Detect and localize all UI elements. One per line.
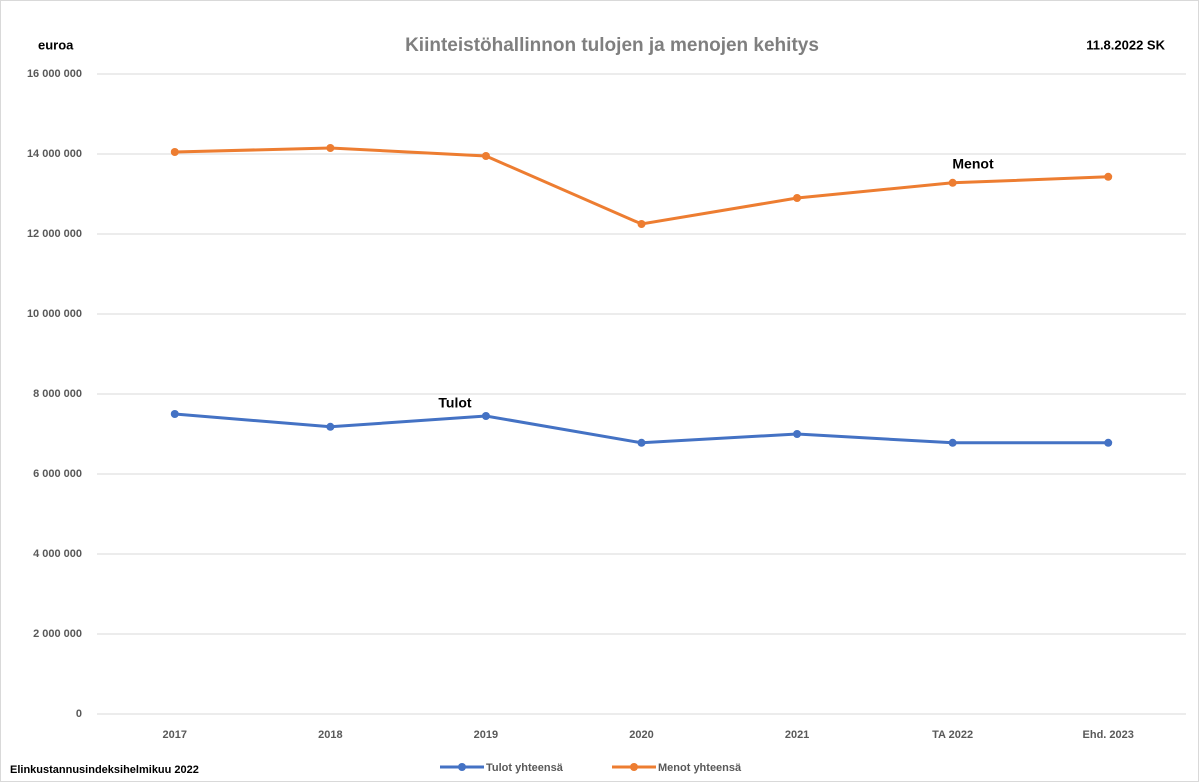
x-tick-label: Ehd. 2023 (1083, 729, 1134, 741)
data-point (481, 152, 490, 160)
data-point (793, 194, 802, 202)
y-tick-label: 10 000 000 (27, 308, 82, 320)
data-point (793, 430, 802, 438)
y-tick-label: 6 000 000 (33, 468, 82, 480)
y-tick-label: 16 000 000 (27, 68, 82, 80)
date-note: 11.8.2022 SK (1086, 37, 1165, 52)
footnote: Elinkustannusindeksihelmikuu 2022 (10, 764, 199, 776)
legend-label: Tulot yhteensä (486, 762, 564, 774)
y-tick-label: 12 000 000 (27, 228, 82, 240)
data-point (170, 410, 179, 418)
annotation: Tulot (438, 395, 472, 411)
data-point (481, 412, 490, 420)
data-point (948, 178, 957, 187)
data-point (326, 422, 335, 431)
x-tick-label: 2019 (474, 729, 498, 741)
data-point (326, 144, 335, 152)
x-tick-label: TA 2022 (932, 729, 973, 741)
y-tick-label: 14 000 000 (27, 148, 82, 160)
x-tick-label: 2021 (785, 729, 809, 741)
data-point (948, 438, 957, 447)
x-tick-label: 2017 (163, 729, 187, 741)
x-tick-label: 2018 (318, 729, 342, 741)
y-axis-label: euroa (38, 37, 74, 52)
y-tick-label: 4 000 000 (33, 548, 82, 560)
data-point (1104, 438, 1113, 447)
legend-label: Menot yhteensä (658, 762, 742, 774)
x-tick-label: 2020 (629, 729, 653, 741)
annotation: Menot (952, 156, 994, 172)
legend-marker (458, 763, 466, 771)
data-point (1104, 172, 1113, 181)
data-point (170, 148, 179, 156)
data-point (637, 438, 646, 447)
chart-title: Kiinteistöhallinnon tulojen ja menojen k… (405, 35, 819, 56)
legend-marker (630, 763, 638, 771)
y-tick-label: 0 (76, 708, 82, 720)
y-tick-label: 2 000 000 (33, 628, 82, 640)
y-tick-label: 8 000 000 (33, 388, 82, 400)
data-point (637, 220, 646, 228)
